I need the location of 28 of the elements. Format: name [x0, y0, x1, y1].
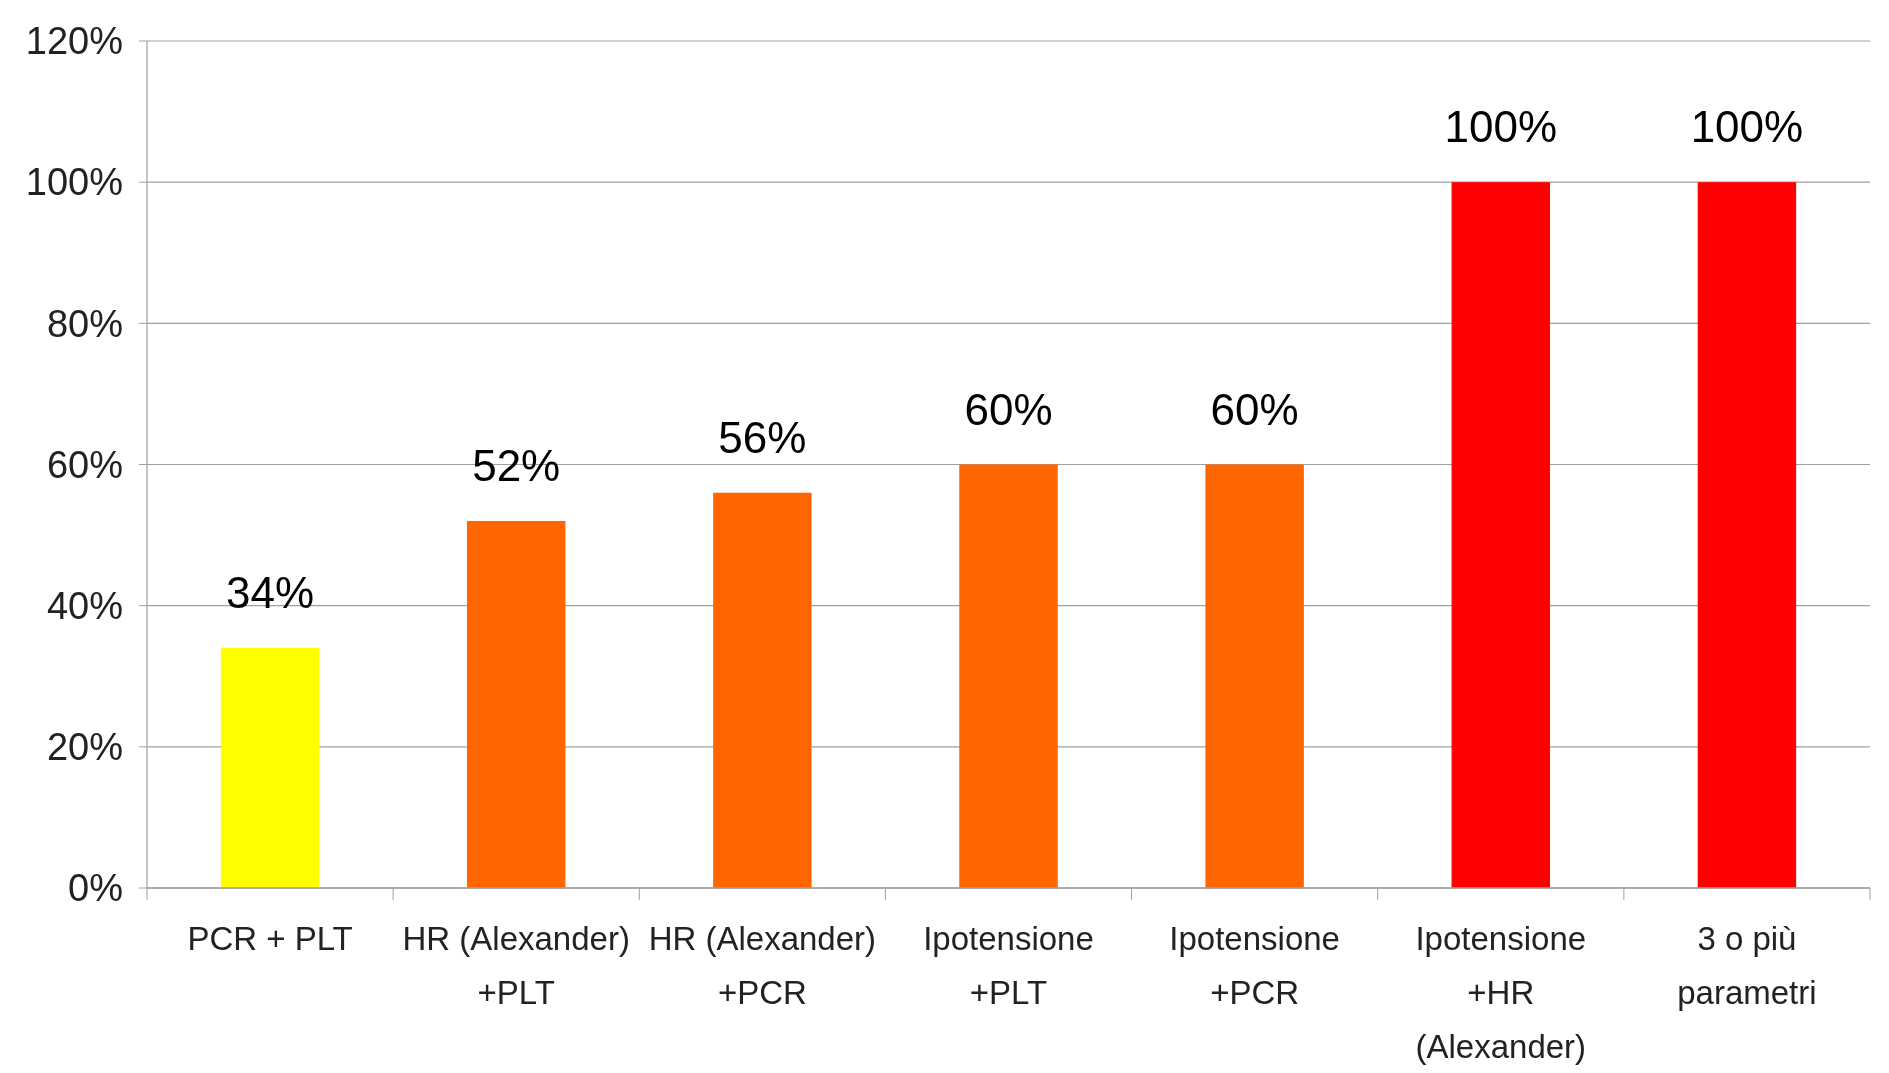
x-tick-label: PCR + PLT [187, 920, 353, 957]
x-tick-label: Ipotensione +PLT [923, 920, 1094, 1011]
y-tick-label: 120% [25, 20, 123, 63]
y-tick-label: 40% [46, 584, 123, 627]
data-label: 34% [226, 568, 315, 618]
bar [713, 492, 812, 888]
y-tick-label: 0% [68, 867, 123, 910]
x-tick-label: HR (Alexander) +PLT [402, 920, 630, 1011]
data-label: 60% [1210, 384, 1299, 434]
data-label: 60% [964, 384, 1053, 434]
x-tick-label: 3 o più parametri [1677, 920, 1817, 1011]
y-tick-label: 60% [46, 443, 123, 486]
bar [220, 648, 320, 888]
bar [1205, 464, 1304, 888]
data-label: 100% [1690, 102, 1804, 152]
data-label: 52% [472, 440, 561, 490]
y-tick-label: 20% [46, 726, 123, 769]
y-tick-label: 80% [46, 302, 123, 345]
bar [466, 520, 566, 888]
data-label: 100% [1444, 102, 1558, 152]
x-tick-label: HR (Alexander) +PCR [648, 920, 877, 1011]
y-tick-label: 100% [25, 161, 123, 204]
bar [959, 464, 1058, 888]
x-tick-label: Ipotensione +PCR [1169, 920, 1340, 1011]
x-tick-label: Ipotensione +HR (Alexander) [1415, 920, 1587, 1065]
data-label: 56% [718, 412, 807, 462]
bar [1451, 182, 1551, 888]
bar [1697, 182, 1797, 888]
